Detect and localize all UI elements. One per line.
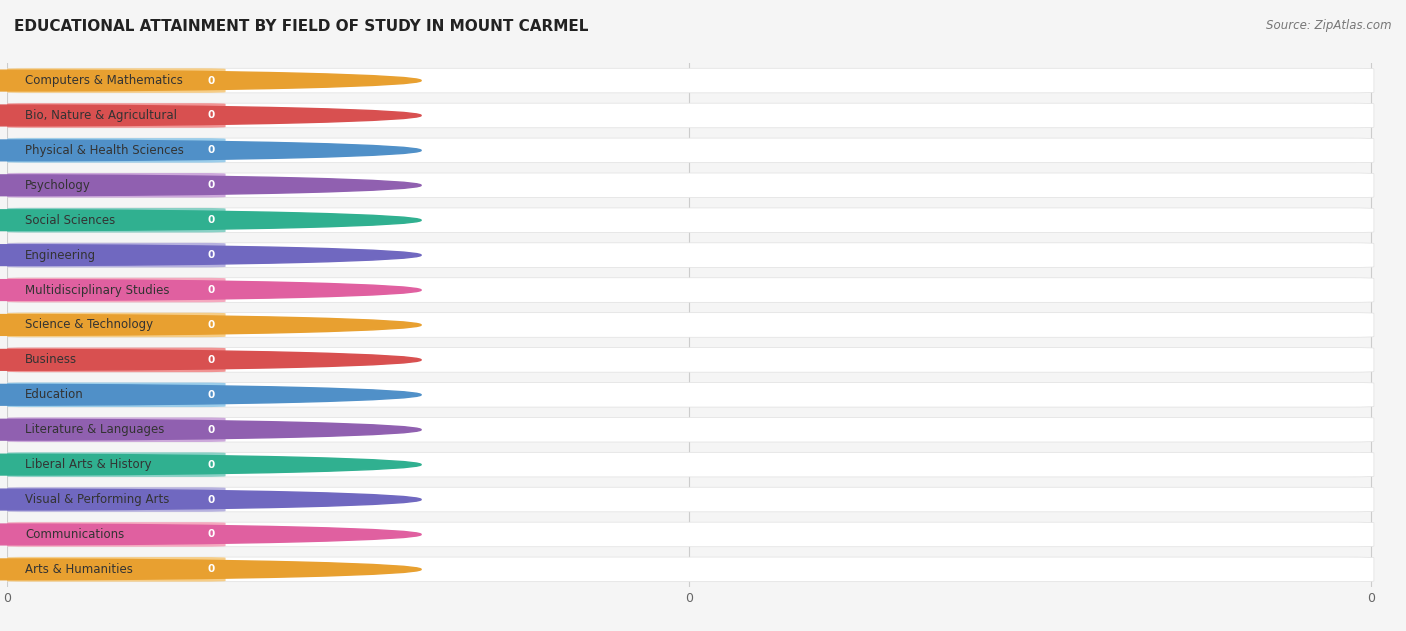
FancyBboxPatch shape	[4, 243, 225, 268]
Circle shape	[0, 105, 422, 126]
Text: Computers & Mathematics: Computers & Mathematics	[25, 74, 183, 87]
Text: Psychology: Psychology	[25, 179, 91, 192]
FancyBboxPatch shape	[4, 557, 1374, 582]
FancyBboxPatch shape	[4, 208, 1374, 232]
FancyBboxPatch shape	[4, 418, 225, 442]
FancyBboxPatch shape	[4, 278, 225, 302]
Text: 0: 0	[207, 390, 215, 400]
Text: Multidisciplinary Studies: Multidisciplinary Studies	[25, 283, 170, 297]
Text: Social Sciences: Social Sciences	[25, 214, 115, 227]
FancyBboxPatch shape	[4, 452, 1374, 477]
Text: 0: 0	[207, 529, 215, 540]
FancyBboxPatch shape	[4, 522, 1374, 546]
FancyBboxPatch shape	[4, 173, 225, 198]
Text: Physical & Health Sciences: Physical & Health Sciences	[25, 144, 184, 157]
Text: 0: 0	[207, 145, 215, 155]
FancyBboxPatch shape	[4, 557, 225, 582]
Circle shape	[0, 70, 422, 91]
FancyBboxPatch shape	[4, 382, 225, 407]
Circle shape	[0, 210, 422, 230]
Text: 0: 0	[207, 285, 215, 295]
FancyBboxPatch shape	[4, 348, 1374, 372]
Text: 0: 0	[207, 425, 215, 435]
FancyBboxPatch shape	[4, 243, 1374, 268]
FancyBboxPatch shape	[4, 138, 1374, 163]
Circle shape	[0, 524, 422, 545]
Text: Visual & Performing Arts: Visual & Performing Arts	[25, 493, 170, 506]
Text: 0: 0	[207, 320, 215, 330]
Circle shape	[0, 559, 422, 580]
Text: Science & Technology: Science & Technology	[25, 319, 153, 331]
Text: 0: 0	[207, 180, 215, 191]
FancyBboxPatch shape	[4, 348, 225, 372]
Text: Liberal Arts & History: Liberal Arts & History	[25, 458, 152, 471]
FancyBboxPatch shape	[4, 68, 225, 93]
Text: 0: 0	[207, 564, 215, 574]
Text: Business: Business	[25, 353, 77, 367]
Text: EDUCATIONAL ATTAINMENT BY FIELD OF STUDY IN MOUNT CARMEL: EDUCATIONAL ATTAINMENT BY FIELD OF STUDY…	[14, 19, 589, 34]
Text: Bio, Nature & Agricultural: Bio, Nature & Agricultural	[25, 109, 177, 122]
FancyBboxPatch shape	[4, 68, 1374, 93]
Text: 0: 0	[207, 459, 215, 469]
FancyBboxPatch shape	[4, 522, 225, 546]
Text: 0: 0	[207, 495, 215, 505]
Circle shape	[0, 489, 422, 510]
Text: Communications: Communications	[25, 528, 124, 541]
Text: Engineering: Engineering	[25, 249, 96, 262]
Circle shape	[0, 454, 422, 475]
FancyBboxPatch shape	[4, 208, 225, 232]
Text: Arts & Humanities: Arts & Humanities	[25, 563, 134, 576]
FancyBboxPatch shape	[4, 173, 1374, 198]
FancyBboxPatch shape	[4, 418, 1374, 442]
FancyBboxPatch shape	[4, 103, 225, 127]
FancyBboxPatch shape	[4, 278, 1374, 302]
Text: Education: Education	[25, 388, 84, 401]
Circle shape	[0, 350, 422, 370]
Text: 0: 0	[207, 76, 215, 86]
Text: 0: 0	[207, 355, 215, 365]
Text: 0: 0	[207, 250, 215, 260]
FancyBboxPatch shape	[4, 103, 1374, 127]
Circle shape	[0, 280, 422, 300]
Text: 0: 0	[207, 110, 215, 121]
FancyBboxPatch shape	[4, 382, 1374, 407]
FancyBboxPatch shape	[4, 313, 225, 337]
FancyBboxPatch shape	[4, 452, 225, 477]
Circle shape	[0, 175, 422, 196]
Circle shape	[0, 384, 422, 405]
Circle shape	[0, 315, 422, 335]
Circle shape	[0, 420, 422, 440]
Circle shape	[0, 140, 422, 161]
Circle shape	[0, 245, 422, 266]
FancyBboxPatch shape	[4, 138, 225, 163]
Text: Literature & Languages: Literature & Languages	[25, 423, 165, 436]
Text: Source: ZipAtlas.com: Source: ZipAtlas.com	[1267, 19, 1392, 32]
Text: 0: 0	[207, 215, 215, 225]
FancyBboxPatch shape	[4, 313, 1374, 337]
FancyBboxPatch shape	[4, 487, 225, 512]
FancyBboxPatch shape	[4, 487, 1374, 512]
